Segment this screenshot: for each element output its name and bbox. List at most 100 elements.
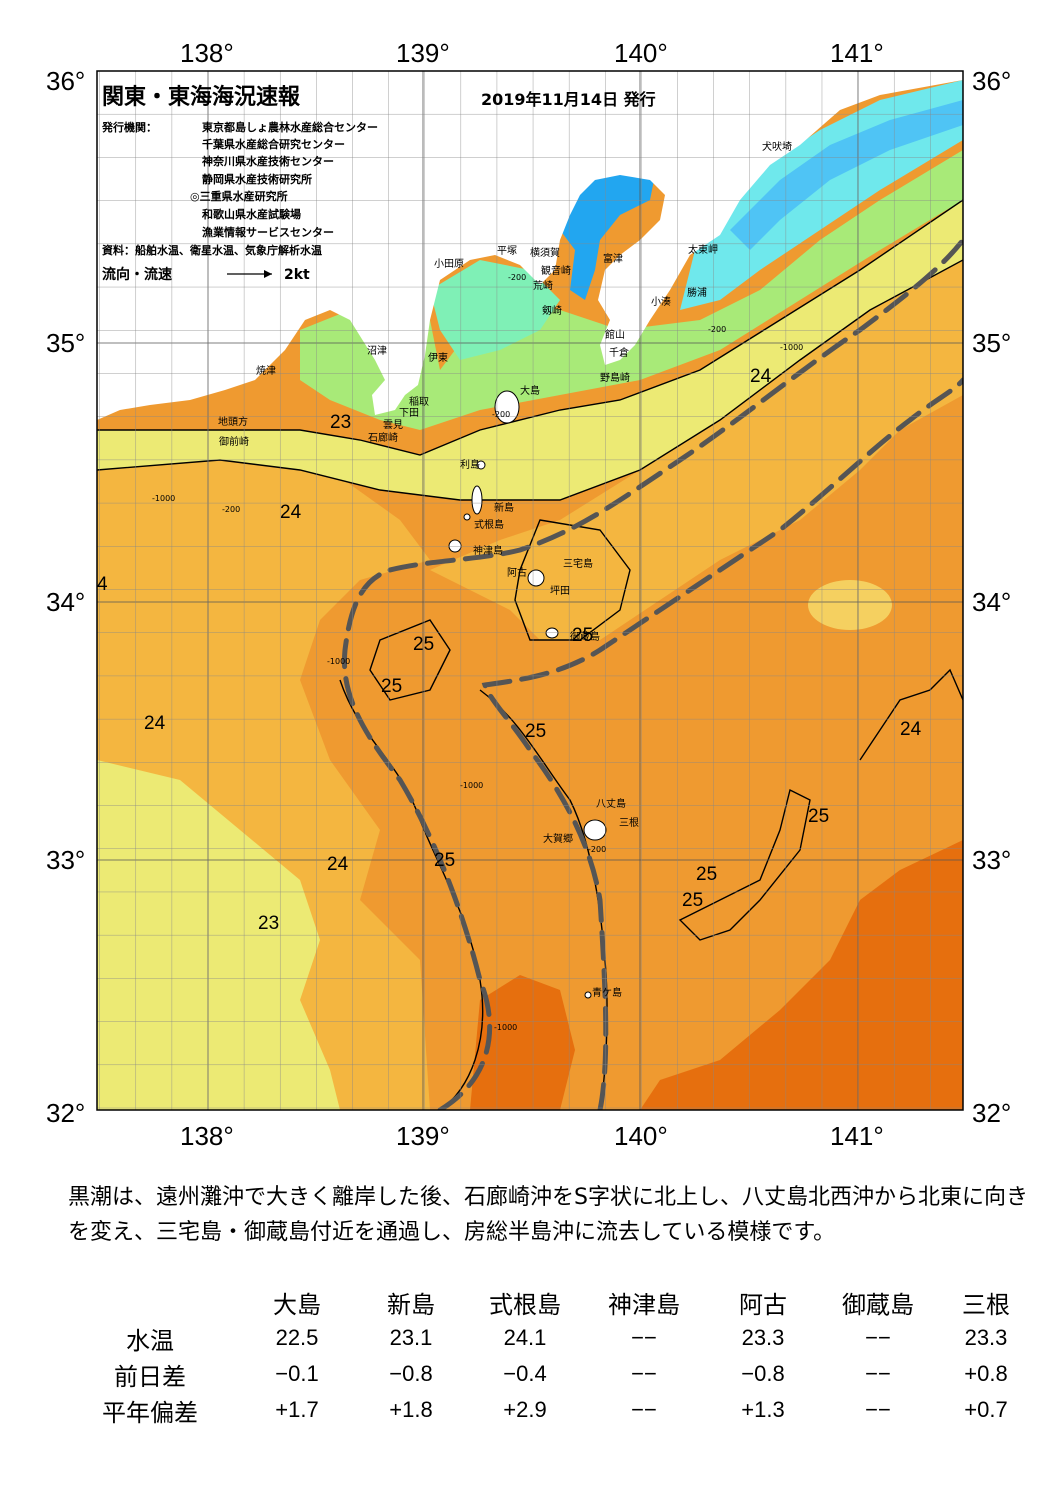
- depth-label: -200: [222, 505, 240, 514]
- place-numazu: 沼津: [367, 344, 387, 357]
- depth-label: -1000: [152, 494, 175, 503]
- lon-label-bottom-140: 140°: [614, 1121, 668, 1151]
- island-niijima: [471, 485, 483, 515]
- place-mikurajima: 御蔵島: [570, 630, 600, 643]
- lat-label-right-33: 33°: [972, 845, 1011, 875]
- table-header-row: 大島 新島 式根島 神津島 阿古 御蔵島 三根: [60, 1284, 1036, 1320]
- isotherm-label: 24: [327, 854, 349, 875]
- issuer-item: 千葉県水産総合研究センター: [202, 137, 345, 151]
- island-aogashima: [584, 991, 592, 999]
- lon-label-top-141: 141°: [830, 38, 884, 68]
- lat-label-right-36: 36°: [972, 66, 1011, 96]
- map-title: 関東・東海海況速報: [102, 84, 301, 110]
- column-header: 新島: [387, 1290, 435, 1319]
- issuers-label: 発行機関：: [101, 120, 157, 134]
- sea-temperature-map: 138° 139° 140° 141° 138° 139° 140° 141° …: [46, 38, 1011, 1151]
- table-cell: −0.1: [275, 1361, 319, 1386]
- issuer-item: 和歌山県水産試験場: [202, 207, 301, 221]
- place-katsuura: 勝浦: [687, 286, 707, 299]
- table-cell: 23.3: [741, 1325, 785, 1350]
- place-hachijojima: 八丈島: [596, 797, 626, 810]
- place-aogashima: 青ケ島: [592, 986, 622, 999]
- issuer-item: ◎三重県水産研究所: [190, 189, 288, 203]
- place-niijima: 新島: [494, 501, 514, 514]
- table-cell: +1.8: [389, 1397, 433, 1422]
- table-cell: −−: [631, 1325, 657, 1350]
- data-source: 資料：船舶水温、衛星水温、気象庁解析水温: [102, 243, 322, 257]
- lat-label-right-32: 32°: [972, 1098, 1011, 1128]
- isotherm-label: 23: [330, 412, 351, 433]
- place-hiratsuka: 平塚: [497, 245, 517, 257]
- legend-label: 流向・流速: [102, 266, 172, 283]
- place-irozaki: 石廊崎: [368, 431, 398, 444]
- minor-graticule: [97, 71, 963, 1110]
- place-nojimazaki: 野島崎: [600, 371, 630, 384]
- place-kominato: 小湊: [651, 295, 671, 308]
- column-header: 式根島: [489, 1290, 561, 1319]
- place-oshima: 大島: [520, 384, 540, 397]
- lon-label-bottom-141: 141°: [830, 1121, 884, 1151]
- row-label: 水温: [126, 1326, 174, 1355]
- place-tateyama: 館山: [605, 328, 625, 341]
- column-header: 御蔵島: [842, 1290, 914, 1319]
- place-futtsu: 富津: [603, 252, 623, 265]
- lon-label-bottom-139: 139°: [396, 1121, 450, 1151]
- column-header: 大島: [273, 1290, 321, 1319]
- place-omaezaki: 御前崎: [219, 435, 249, 448]
- table-cell: 24.1: [503, 1325, 547, 1350]
- depth-label: -200: [492, 410, 510, 419]
- lat-label-left-34: 34°: [46, 587, 85, 617]
- table-cell: +0.8: [964, 1361, 1008, 1386]
- isotherm-labels: 23 23 24 24 24 24 4 25 25 25 25 25 25 25…: [97, 366, 922, 934]
- place-odawara: 小田原: [434, 258, 464, 270]
- table-cell: −−: [865, 1397, 891, 1422]
- island-temperature-table: 大島 新島 式根島 神津島 阿古 御蔵島 三根 水温 22.5 23.1 24.…: [60, 1284, 1036, 1428]
- table-cell: −−: [631, 1397, 657, 1422]
- place-mitsune: 三根: [619, 816, 639, 829]
- isotherm-label: 25: [525, 721, 546, 742]
- sea-21-zone: [430, 260, 560, 360]
- lat-label-right-35: 35°: [972, 328, 1011, 358]
- isotherm-label: 25: [682, 890, 703, 911]
- depth-labels: -1000 -200 -200 -1000 -1000 -1000 -200 -…: [152, 273, 803, 1032]
- place-okago: 大賀郷: [543, 832, 573, 845]
- legend-arrowhead-icon: [264, 270, 272, 278]
- isotherm-label: 25: [696, 864, 717, 885]
- place-kozushima: 神津島: [473, 544, 503, 557]
- depth-label: -1000: [327, 657, 350, 666]
- table-cell: 22.5: [275, 1325, 319, 1350]
- place-shimoda: 下田: [399, 408, 419, 419]
- lon-label-top-139: 139°: [396, 38, 450, 68]
- place-jitokata: 地頭方: [218, 415, 248, 428]
- place-chikura: 千倉: [609, 346, 629, 359]
- sea-24-ne: [430, 260, 963, 640]
- isotherm-label: 25: [572, 625, 593, 646]
- table-row-normal-diff: 平年偏差 +1.7 +1.8 +2.9 −− +1.3 −− +0.7: [60, 1392, 1036, 1428]
- table-row-day-diff: 前日差 −0.1 −0.8 −0.4 −− −0.8 −− +0.8: [60, 1356, 1036, 1392]
- island-kozushima: [448, 539, 462, 553]
- isotherm-label: 25: [434, 850, 455, 871]
- sea-22-zone: [300, 150, 963, 430]
- island-miyakejima: [527, 569, 545, 587]
- place-miyakejima: 三宅島: [563, 557, 593, 570]
- place-inubosaki: 犬吠埼: [762, 140, 792, 153]
- isotherm-label: 4: [97, 574, 108, 595]
- place-ako: 阿古: [507, 566, 527, 579]
- isotherm-label: 24: [900, 719, 922, 740]
- place-tsurugisaki: 剱崎: [542, 304, 562, 317]
- axis-labels: 138° 139° 140° 141° 138° 139° 140° 141° …: [46, 38, 1011, 1151]
- issuers-block: 発行機関： 東京都島しょ農林水産総合センター 千葉県水産総合研究センター 神奈川…: [101, 120, 378, 257]
- sea-26-south: [470, 975, 575, 1110]
- table-corner: [60, 1284, 240, 1320]
- table-cell: −−: [865, 1361, 891, 1386]
- row-label: 前日差: [114, 1362, 186, 1391]
- tokyo-bay: [560, 160, 655, 300]
- isotherm-label: 23: [258, 913, 279, 934]
- lat-label-left-32: 32°: [46, 1098, 85, 1128]
- sea-23-coast: [97, 200, 963, 500]
- island-shikinejima: [463, 513, 471, 521]
- issuer-item: 神奈川県水産技術センター: [202, 154, 334, 168]
- table-cell: −0.8: [389, 1361, 433, 1386]
- table-row-water-temp: 水温 22.5 23.1 24.1 −− 23.3 −− 23.3: [60, 1320, 1036, 1356]
- table-cell: −0.8: [741, 1361, 785, 1386]
